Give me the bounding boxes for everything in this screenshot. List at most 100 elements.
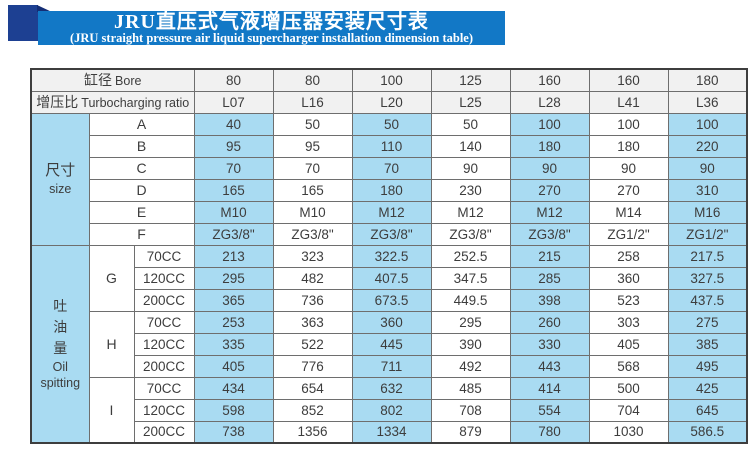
table-cell: 1334 xyxy=(351,420,432,444)
table-cell: 295 xyxy=(430,310,511,334)
size-group-en: size xyxy=(49,181,72,196)
oil-row-H-200: 200CC 405 776 711 492 443 568 495 xyxy=(31,354,748,378)
table-cell: 704 xyxy=(588,398,669,422)
table-cell: M16 xyxy=(667,200,748,224)
ratio-label-en: Turbocharging ratio xyxy=(81,96,190,110)
table-cell: 252.5 xyxy=(430,244,511,268)
table-cell: 180 xyxy=(509,134,590,158)
table-cell: 335 xyxy=(193,332,274,356)
bore-label-cell: 缸径 Bore xyxy=(30,68,195,92)
table-cell: 110 xyxy=(351,134,432,158)
table-cell: 323 xyxy=(272,244,353,268)
table-cell: 285 xyxy=(509,266,590,290)
table-cell: 165 xyxy=(272,178,353,202)
table-cell: 180 xyxy=(667,68,748,92)
table-cell: 270 xyxy=(588,178,669,202)
size-letter-cell: F xyxy=(88,222,195,246)
table-cell: L41 xyxy=(588,90,669,114)
table-cell: 322.5 xyxy=(351,244,432,268)
table-cell: ZG3/8" xyxy=(430,222,511,246)
cc-cell: 200CC xyxy=(133,420,195,444)
table-cell: M14 xyxy=(588,200,669,224)
table-cell: 230 xyxy=(430,178,511,202)
table-cell: 654 xyxy=(272,376,353,400)
table-cell: L28 xyxy=(509,90,590,114)
table-cell: 95 xyxy=(193,134,274,158)
size-letter-cell: D xyxy=(88,178,195,202)
table-cell: 485 xyxy=(430,376,511,400)
size-row-B: B 95 95 110 140 180 180 220 xyxy=(31,134,748,158)
table-cell: 425 xyxy=(667,376,748,400)
size-row-F: F ZG3/8" ZG3/8" ZG3/8" ZG3/8" ZG3/8" ZG1/2" ZG… xyxy=(31,222,748,246)
oil-group-en1: Oil xyxy=(52,360,68,375)
table-cell: 80 xyxy=(272,68,353,92)
table-cell: 586.5 xyxy=(667,420,748,444)
ribbon-fold-triangle xyxy=(37,5,52,12)
table-cell: 275 xyxy=(667,310,748,334)
table-cell: 160 xyxy=(588,68,669,92)
table-cell: 449.5 xyxy=(430,288,511,312)
table-cell: L25 xyxy=(430,90,511,114)
table-cell: ZG3/8" xyxy=(272,222,353,246)
table-cell: 100 xyxy=(588,112,669,136)
table-cell: ZG1/2" xyxy=(667,222,748,246)
table-cell: 385 xyxy=(667,332,748,356)
oil-row-I-200: 200CC 738 1356 1334 879 780 1030 586.5 xyxy=(31,420,748,444)
table-cell: 482 xyxy=(272,266,353,290)
table-cell: 50 xyxy=(351,112,432,136)
size-group-zh: 尺寸 xyxy=(45,161,76,179)
oil-row-G-70: 吐油量 Oil spitting G 70CC 213 323 322.5 252.5… xyxy=(30,244,748,444)
table-cell: L16 xyxy=(272,90,353,114)
table-cell: 523 xyxy=(588,288,669,312)
oil-row-I-70: I 70CC 434 654 632 485 414 500 425 xyxy=(31,376,748,444)
size-row-E: E M10 M10 M12 M12 M12 M14 M16 xyxy=(31,200,748,224)
size-row-C: C 70 70 70 90 90 90 90 xyxy=(31,156,748,180)
table-cell: 70 xyxy=(351,156,432,180)
table-cell: 70 xyxy=(193,156,274,180)
table-cell: 405 xyxy=(193,354,274,378)
page-subtitle: (JRU straight pressure air liquid superc… xyxy=(69,30,474,45)
size-row-A: 尺寸 size A 40 50 50 50 100 100 100 xyxy=(30,112,748,246)
table-cell: 327.5 xyxy=(667,266,748,290)
table-cell: 492 xyxy=(430,354,511,378)
oil-row-G-120: 120CC 295 482 407.5 347.5 285 360 327.5 xyxy=(31,266,748,290)
table-cell: 303 xyxy=(588,310,669,334)
oil-letter-cell-H: H xyxy=(88,310,135,378)
table-cell: 50 xyxy=(430,112,511,136)
table-cell: 260 xyxy=(509,310,590,334)
table-cell: 125 xyxy=(430,68,511,92)
table-cell: 414 xyxy=(509,376,590,400)
table-cell: 160 xyxy=(509,68,590,92)
table-cell: 295 xyxy=(193,266,274,290)
table-cell: 405 xyxy=(588,332,669,356)
table-cell: 522 xyxy=(272,332,353,356)
table-cell: 852 xyxy=(272,398,353,422)
size-letter-cell: E xyxy=(88,200,195,224)
table-cell: 180 xyxy=(351,178,432,202)
table-cell: L36 xyxy=(667,90,748,114)
table-cell: 1356 xyxy=(272,420,353,444)
table-cell: 213 xyxy=(193,244,274,268)
table-cell: 598 xyxy=(193,398,274,422)
bore-label-zh: 缸径 xyxy=(84,72,113,89)
table-cell: 363 xyxy=(272,310,353,334)
table-cell: 407.5 xyxy=(351,266,432,290)
cc-cell: 120CC xyxy=(133,398,195,422)
table-cell: L20 xyxy=(351,90,432,114)
table-cell: M12 xyxy=(430,200,511,224)
table-cell: 443 xyxy=(509,354,590,378)
table-cell: 645 xyxy=(667,398,748,422)
table-cell: M12 xyxy=(351,200,432,224)
table-cell: 879 xyxy=(430,420,511,444)
cc-cell: 70CC xyxy=(133,310,195,334)
table-cell: 568 xyxy=(588,354,669,378)
table-cell: 445 xyxy=(351,332,432,356)
page-title: JRU直压式气液增压器安装尺寸表 xyxy=(114,10,429,33)
table-cell: ZG1/2" xyxy=(588,222,669,246)
table-cell: 360 xyxy=(351,310,432,334)
title-banner: JRU直压式气液增压器安装尺寸表 (JRU straight pressure … xyxy=(38,11,505,45)
table-cell: 140 xyxy=(430,134,511,158)
table-cell: 398 xyxy=(509,288,590,312)
table-cell: 390 xyxy=(430,332,511,356)
table-cell: 365 xyxy=(193,288,274,312)
